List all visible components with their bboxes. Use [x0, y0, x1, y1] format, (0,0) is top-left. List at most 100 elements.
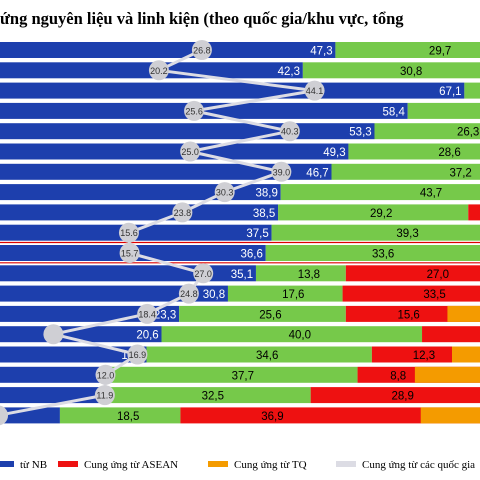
bar-tq-15: [451, 346, 480, 363]
label-other-8: 29,2: [370, 208, 392, 220]
label-nb-0: 47,3: [310, 46, 332, 58]
label-other-0: 29,7: [429, 46, 451, 58]
label-nb-2: 67,1: [439, 86, 461, 98]
bar-other-14: [161, 326, 423, 343]
bar-asean-11: [345, 265, 480, 282]
line-marker-4: [279, 121, 300, 142]
bar-other-9: [271, 224, 480, 241]
legend-label-asean: Cung ứng từ ASEAN: [84, 459, 179, 471]
line-marker-6: [271, 161, 292, 182]
bar-other-5: [348, 143, 480, 160]
line-label-7: 30.3: [216, 188, 234, 198]
bar-nb-6: [0, 163, 332, 180]
bar-asean-14: [422, 326, 480, 343]
bar-nb-11: [0, 265, 256, 282]
legend-label-nb: từ NB: [20, 459, 48, 471]
bar-asean-17: [310, 387, 480, 404]
label-asean-13: 15,6: [397, 309, 419, 321]
bar-nb-7: [0, 184, 281, 201]
line-marker-10: [119, 243, 140, 263]
line-label-11: 27.0: [194, 269, 212, 279]
label-other-1: 30,8: [400, 66, 422, 78]
chart-legend: từ NB Cung ứng từ ASEAN Cung ứng từ TQ C…: [0, 455, 480, 477]
label-nb-6: 46,7: [306, 167, 328, 179]
bar-asean-18: [180, 407, 480, 424]
line-marker-9: [118, 222, 139, 243]
bar-asean-8: [468, 204, 480, 221]
label-other-10: 33,6: [372, 249, 394, 261]
line-marker-2: [304, 80, 325, 101]
label-other-9: 39,3: [396, 228, 418, 240]
line-marker-17: [94, 385, 115, 406]
line-marker-0: [191, 40, 212, 60]
legend-label-other: Cung ứng từ các quốc gia: [362, 459, 476, 471]
line-label-6: 39.0: [273, 167, 291, 177]
legend-swatch-nb: [0, 461, 14, 468]
line-marker-14: [43, 324, 64, 345]
line-label-9: 15.6: [120, 228, 138, 238]
bar-other-2: [464, 82, 480, 99]
bar-other-11: [255, 265, 346, 282]
bar-nb-15: [0, 346, 147, 363]
bar-nb-2: [0, 82, 465, 99]
line-label-0: 26.8: [193, 46, 211, 56]
bar-other-3: [407, 102, 480, 119]
bar-nb-0: [0, 42, 336, 58]
label-nb-12: 30,8: [203, 289, 225, 301]
label-other-11: 13,8: [298, 269, 320, 281]
line-marker-11: [193, 263, 214, 284]
bar-other-10: [265, 245, 480, 261]
label-nb-4: 53,3: [349, 127, 371, 139]
label-nb-3: 58,4: [383, 106, 406, 118]
bar-other-12: [227, 285, 343, 302]
label-asean-17: 28,9: [391, 391, 413, 403]
line-marker-3: [184, 100, 205, 121]
bar-nb-12: [0, 285, 228, 302]
line-marker-1: [148, 60, 169, 81]
line-label-1: 20.2: [150, 66, 168, 76]
line-label-10: 15.7: [121, 249, 139, 259]
bar-other-7: [280, 184, 480, 201]
bar-nb-5: [0, 143, 349, 160]
label-asean-12: 33,5: [423, 289, 445, 301]
bar-other-4: [374, 123, 480, 140]
label-other-6: 37,2: [449, 167, 471, 179]
line-label-2: 44.1: [306, 86, 324, 96]
line-label-15: 16.9: [129, 350, 147, 360]
bar-other-13: [179, 305, 346, 322]
bar-other-17: [98, 387, 311, 404]
line-marker-15: [127, 344, 148, 365]
label-other-13: 25,6: [259, 309, 281, 321]
line-label-16: 12.0: [97, 370, 115, 380]
line-label-5: 25.0: [181, 147, 199, 157]
bar-other-6: [331, 163, 480, 180]
legend-item-tq: Cung ứng từ TQ: [208, 455, 307, 475]
bar-other-1: [302, 62, 480, 79]
label-other-5: 28,6: [438, 147, 460, 159]
label-other-17: 32,5: [202, 391, 224, 403]
label-asean-11: 27,0: [427, 269, 449, 281]
line-marker-16: [95, 364, 116, 385]
chart-title: ứng nguyên liệu và linh kiện (theo quốc …: [0, 9, 404, 28]
bar-nb-8: [0, 204, 279, 221]
bar-tq-18: [420, 407, 480, 424]
line-marker-5: [180, 141, 201, 162]
label-asean-18: 36,9: [261, 411, 283, 423]
bar-other-0: [335, 42, 480, 58]
label-asean-16: 8,8: [390, 370, 406, 382]
line-marker-8: [172, 202, 193, 223]
label-other-16: 37,7: [232, 370, 254, 382]
bar-tq-13: [447, 305, 480, 322]
bar-asean-13: [345, 305, 480, 322]
line-label-17: 11.9: [96, 391, 113, 401]
label-nb-5: 49,3: [323, 147, 345, 159]
bar-nb-17: [0, 387, 99, 404]
label-other-18: 18,5: [117, 411, 139, 423]
bar-tq-16: [414, 366, 480, 383]
line-marker-7: [214, 182, 235, 203]
label-other-12: 17,6: [282, 289, 304, 301]
bar-other-16: [112, 366, 358, 383]
line-marker-12: [178, 283, 199, 304]
label-other-15: 34,6: [256, 350, 278, 362]
line-label-12: 24.8: [180, 289, 198, 299]
